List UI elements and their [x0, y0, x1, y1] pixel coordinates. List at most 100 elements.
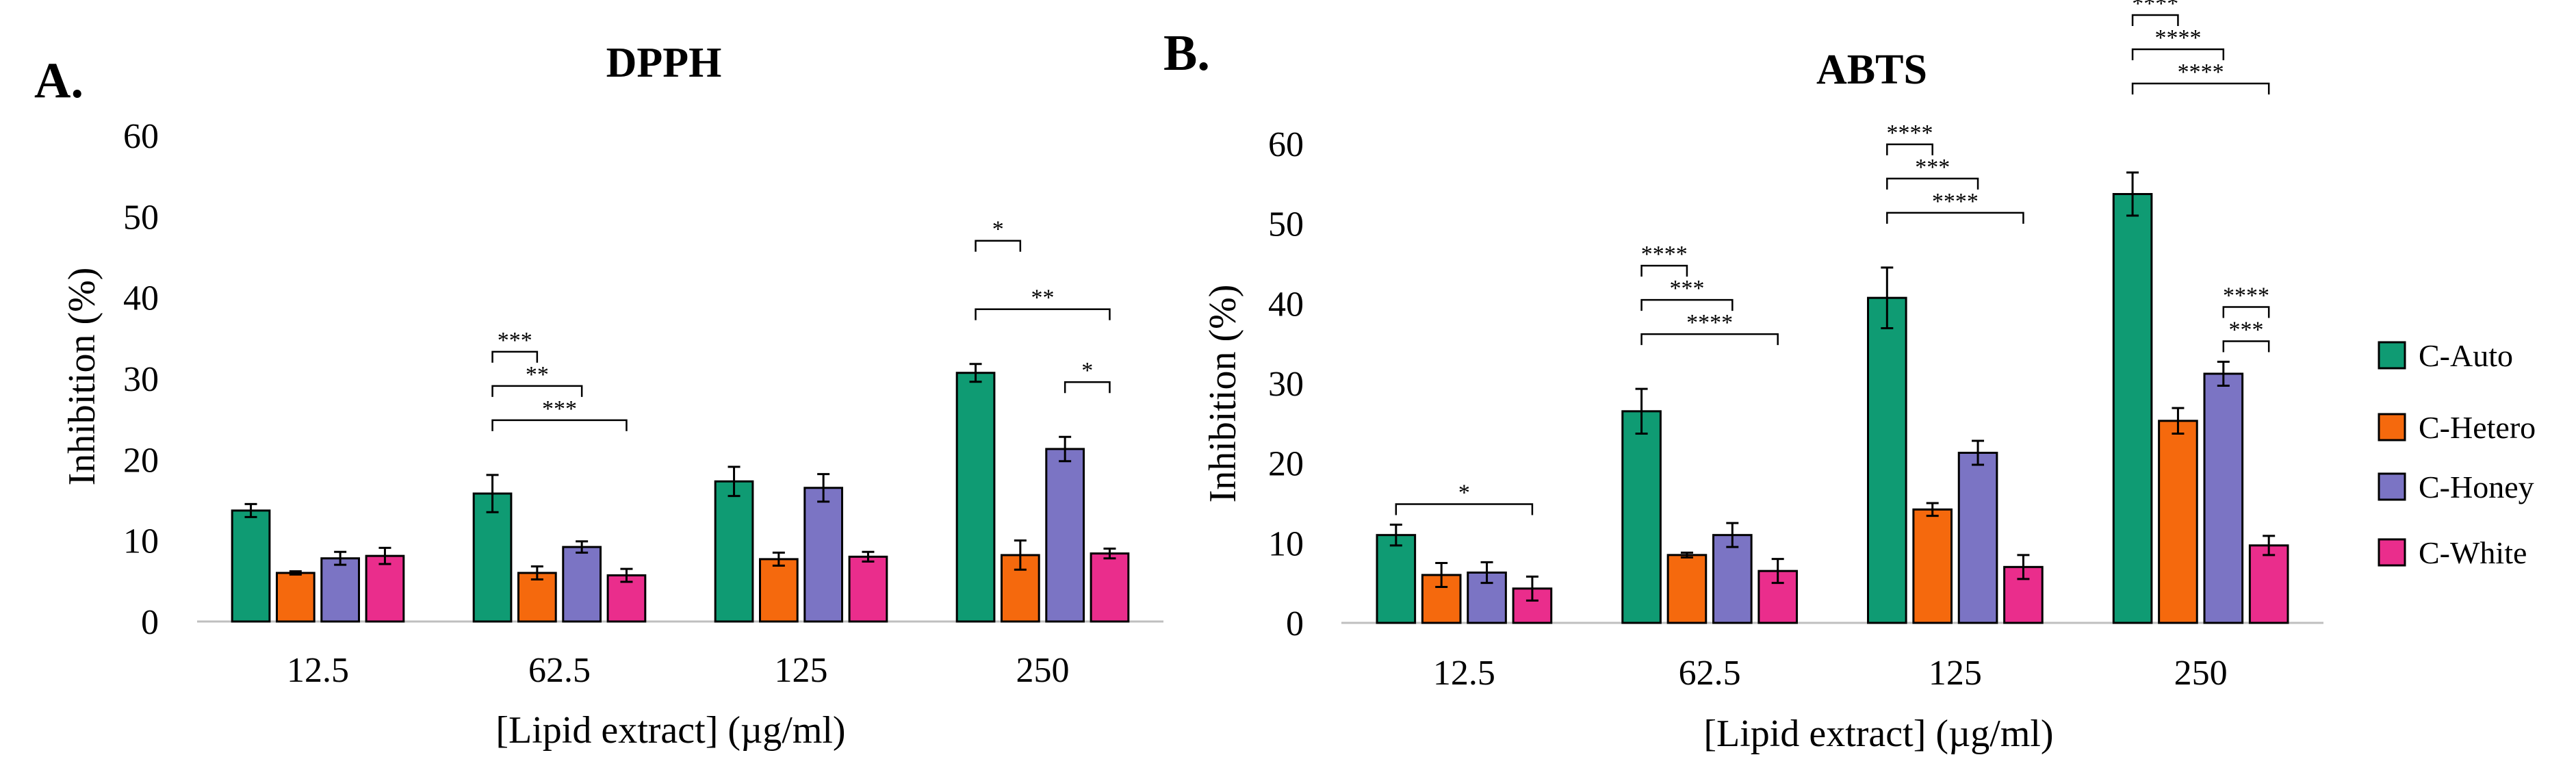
b-bar-c-hetero-125	[1912, 508, 1953, 624]
a-bar-c-white-125	[848, 555, 888, 623]
b-bar-c-white-250	[2248, 544, 2289, 624]
b-bar-c-auto-125	[1867, 296, 1907, 624]
b-significance-bracket	[2131, 14, 2179, 26]
b-x-tick-label: 125	[1929, 654, 1982, 693]
b-bar-c-auto-12.5	[1376, 534, 1417, 624]
a-x-tick-label: 250	[1016, 651, 1070, 690]
b-significance-label: ***	[2228, 318, 2263, 343]
a-bar-c-honey-125	[803, 487, 844, 623]
a-significance-label: ***	[498, 328, 532, 353]
a-significance-label: **	[1031, 285, 1055, 311]
legend-label-c-white: C-White	[2419, 535, 2527, 570]
b-significance-bracket	[1640, 264, 1688, 277]
a-bar-c-honey-250	[1045, 448, 1085, 623]
b-y-tick-label: 10	[1268, 524, 1304, 563]
legend-swatch-c-honey	[2378, 472, 2406, 501]
a-bar-c-hetero-12.5	[275, 572, 315, 623]
a-significance-bracket	[491, 350, 539, 363]
a-significance-label: **	[526, 362, 549, 387]
a-x-tick-label: 125	[775, 651, 828, 690]
b-bar-c-honey-250	[2203, 372, 2244, 624]
b-significance-label: ***	[1915, 155, 1950, 180]
a-y-tick-label: 50	[123, 198, 159, 237]
b-significance-bracket	[2222, 306, 2270, 318]
a-bar-c-honey-62.5	[562, 546, 602, 623]
legend-label-c-hetero: C-Hetero	[2419, 410, 2536, 445]
b-significance-bracket	[2222, 340, 2270, 353]
panel-a-x-axis-title: [Lipid extract] (µg/ml)	[495, 709, 845, 752]
b-x-tick-label: 62.5	[1679, 654, 1741, 693]
a-significance-bracket	[1064, 381, 1111, 394]
b-significance-bracket	[1640, 298, 1734, 311]
legend-label-c-honey: C-Honey	[2419, 470, 2534, 504]
a-bar-c-auto-250	[955, 372, 996, 623]
a-bar-c-honey-12.5	[320, 557, 361, 623]
b-bar-c-honey-125	[1957, 452, 1998, 624]
b-x-tick-label: 250	[2174, 654, 2228, 693]
b-y-tick-label: 30	[1268, 365, 1304, 404]
a-y-tick-label: 10	[123, 522, 159, 561]
a-bar-c-white-62.5	[606, 574, 647, 623]
b-significance-label: ***	[1669, 276, 1704, 301]
a-x-tick-label: 12.5	[287, 651, 349, 690]
b-significance-bracket	[2131, 82, 2270, 94]
b-significance-label: ****	[1887, 120, 1933, 146]
a-y-tick-label: 20	[123, 441, 159, 480]
a-significance-bracket	[491, 385, 583, 397]
panel-a-title: DPPH	[606, 40, 722, 86]
legend-swatch-c-hetero	[2378, 413, 2406, 441]
legend-swatch-c-white	[2378, 538, 2406, 567]
legend: C-Auto C-Hetero C-Honey C-White	[2378, 338, 2536, 570]
b-significance-bracket	[1886, 177, 1979, 190]
a-bar-c-auto-125	[714, 480, 754, 623]
b-significance-label: ****	[1641, 242, 1688, 267]
a-bar-c-hetero-125	[758, 558, 799, 623]
b-significance-label: *	[1458, 481, 1470, 506]
b-significance-label: ****	[2154, 25, 2201, 51]
legend-swatch-c-auto	[2378, 341, 2406, 370]
a-bar-c-white-250	[1090, 552, 1130, 623]
b-significance-label: ****	[1686, 310, 1733, 335]
b-y-tick-label: 60	[1268, 125, 1304, 164]
b-y-tick-label: 40	[1268, 285, 1304, 324]
panel-b-title: ABTS	[1816, 47, 1927, 93]
b-y-tick-label: 50	[1268, 205, 1304, 244]
b-significance-label: ****	[2132, 0, 2178, 16]
b-bar-c-honey-62.5	[1712, 534, 1753, 624]
a-y-tick-label: 40	[123, 279, 159, 318]
b-significance-bracket	[1640, 333, 1779, 346]
b-bar-c-auto-62.5	[1621, 410, 1662, 624]
a-significance-label: *	[992, 217, 1004, 242]
b-significance-bracket	[1886, 143, 1933, 155]
b-x-tick-label: 12.5	[1433, 654, 1495, 693]
a-y-tick-label: 60	[123, 117, 159, 156]
a-significance-bracket	[975, 240, 1022, 252]
a-bar-c-auto-62.5	[472, 492, 513, 623]
b-y-tick-label: 20	[1268, 445, 1304, 484]
a-bar-c-white-12.5	[365, 554, 405, 623]
b-significance-label: ****	[1932, 189, 1979, 214]
b-y-tick-label: 0	[1286, 604, 1304, 643]
a-significance-label: ***	[542, 396, 577, 422]
legend-label-c-auto: C-Auto	[2419, 338, 2513, 373]
panel-a-y-axis-title: Inhibition (%)	[61, 268, 103, 486]
b-bar-c-hetero-250	[2158, 420, 2198, 624]
b-significance-label: ****	[2178, 60, 2224, 85]
b-significance-bracket	[2131, 48, 2225, 60]
b-significance-bracket	[1395, 503, 1534, 515]
b-significance-bracket	[1886, 212, 2024, 224]
b-significance-label: ****	[2223, 283, 2269, 309]
a-x-tick-label: 62.5	[528, 651, 591, 690]
a-y-tick-label: 0	[141, 603, 159, 642]
b-significance-label: **	[1989, 0, 2012, 5]
panel-b-y-axis-title: Inhibition (%)	[1202, 285, 1244, 503]
a-significance-label: *	[1081, 358, 1093, 383]
b-bar-c-hetero-62.5	[1666, 554, 1708, 624]
a-significance-bracket	[491, 419, 628, 431]
b-bar-c-auto-250	[2112, 193, 2153, 624]
panel-b-letter: B.	[1163, 25, 1210, 81]
panel-a-letter: A.	[34, 53, 83, 109]
